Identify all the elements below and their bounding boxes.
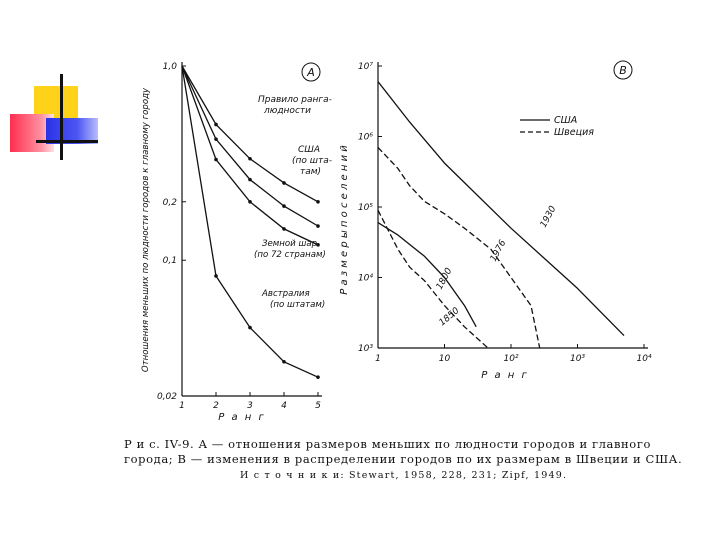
decor-blue-square: [46, 118, 98, 144]
panel-b-y-tick-label: 10⁵: [358, 203, 373, 213]
panel-b-x-tick-label: 1: [375, 354, 381, 364]
panel-a-point-0-2: [248, 156, 252, 161]
panel-a-x-tick-label: 5: [315, 401, 321, 411]
panel-a-y-tick-label: 0,1: [163, 256, 177, 266]
label-world: Земной шар (по 72 странам): [254, 239, 326, 260]
panel-b-series-1930: [377, 81, 625, 337]
panel-a-point-1-3: [282, 204, 286, 208]
panel-a-y-tick-label: 1,0: [163, 62, 178, 72]
panel-a-x-tick-label: 1: [179, 401, 185, 411]
panel-a-x-label: Р а н г: [218, 412, 266, 423]
panel-a-point-1-2: [248, 177, 252, 182]
caption-line-2: города; B — изменения в распределении го…: [124, 452, 683, 466]
panel-a-x-tick-label: 3: [247, 401, 253, 411]
panel-a-point-1-1: [214, 137, 218, 141]
panel-a-y-tick-label: 0,02: [157, 392, 177, 402]
panel-a-point-3-2: [248, 325, 252, 330]
panel-b-tag-circle: [613, 60, 633, 80]
label-1930: 1930: [539, 204, 559, 229]
caption-line-1: Р и с. IV-9. A — отношения размеров мень…: [124, 437, 651, 451]
panel-a-tag-circle: [301, 62, 321, 82]
panel-b-x-tick-label: 10²: [503, 354, 518, 364]
panel-a-point-3-1: [214, 274, 218, 278]
panel-b-series-1976: [377, 146, 541, 349]
panel-a-point-2-2: [248, 199, 252, 204]
panel-b-tag: B: [619, 64, 627, 77]
panel-a-x-tick-label: 2: [213, 401, 219, 411]
panel-b-y-tick-label: 10⁶: [358, 133, 373, 143]
label-usa: США (по шта- там): [292, 145, 335, 177]
panel-a: A Отношения меньших по людности городов …: [141, 62, 335, 423]
label-australia: Австралия (по штатам): [261, 289, 325, 310]
panel-b-y-tick-label: 10⁷: [358, 62, 373, 72]
panel-b-x-tick-label: 10: [439, 354, 451, 364]
panel-b-x-tick-label: 10³: [570, 354, 585, 364]
panel-b: B Р а з м е р ы п о с е л е н и й Р а н …: [339, 60, 652, 381]
decor-vertical-line: [60, 74, 63, 160]
panel-b-y-tick-label: 10³: [358, 344, 373, 354]
panel-a-point-2-4: [316, 243, 320, 247]
label-1850: 1850: [438, 306, 462, 329]
label-rule: Правило ранга- людности: [258, 95, 335, 116]
panel-a-point-2-3: [282, 227, 286, 231]
panel-b-legend: США Швеция: [520, 115, 594, 138]
panel-a-y-tick-label: 0,2: [163, 198, 178, 208]
panel-b-x-tick-label: 10⁴: [636, 354, 651, 364]
panel-a-point-0-4: [316, 199, 320, 204]
panel-b-y-tick-label: 10⁴: [358, 274, 373, 284]
panel-a-point-1-4: [316, 224, 320, 228]
panel-a-x-tick-label: 4: [281, 401, 287, 411]
decor-horizontal-line: [36, 140, 98, 143]
panel-a-point-3-3: [282, 359, 286, 364]
panel-b-series-1850: [377, 209, 489, 349]
panel-b-series-1800: [377, 222, 477, 328]
panel-a-point-0-1: [214, 122, 218, 127]
panel-a-tag: A: [306, 66, 315, 79]
legend-sweden: Швеция: [554, 127, 594, 138]
panel-a-point-0-3: [282, 181, 286, 185]
panel-a-y-label: Отношения меньших по людности городов к …: [141, 87, 151, 372]
caption-sources: И с т о ч н и к и: Stewart, 1958, 228, 2…: [240, 470, 568, 481]
panel-a-point-3-4: [316, 375, 320, 379]
legend-usa: США: [554, 115, 577, 126]
panel-a-point-2-1: [214, 157, 218, 162]
panel-b-x-label: Р а н г: [481, 370, 529, 381]
panel-b-y-label: Р а з м е р ы п о с е л е н и й: [339, 145, 350, 295]
